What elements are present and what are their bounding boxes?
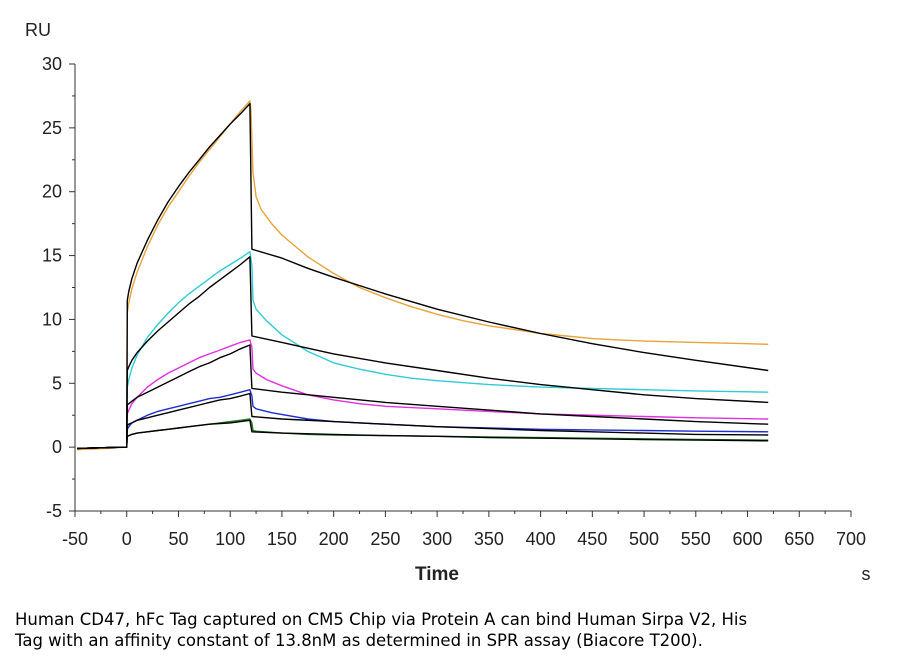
measured-curve-2	[77, 251, 769, 450]
fit-curve-10	[77, 419, 769, 450]
x-axis-unit-label: s	[862, 564, 871, 584]
x-tick-label: 550	[681, 529, 711, 549]
series-layer	[77, 100, 769, 451]
x-tick-label: 400	[526, 529, 556, 549]
fit-curve-8	[77, 344, 769, 450]
x-tick-label: 100	[215, 529, 245, 549]
x-tick-label: 50	[168, 529, 188, 549]
y-tick-label: 15	[42, 246, 62, 266]
x-tick-label: 450	[577, 529, 607, 549]
measured-curve-3	[77, 339, 769, 450]
y-axis: -5 0 5 10 15 20 25 30	[42, 54, 76, 521]
x-tick-label: 0	[122, 529, 132, 549]
x-tick-label: 600	[733, 529, 763, 549]
y-axis-unit-label: RU	[25, 20, 51, 40]
fit-curve-6	[77, 102, 769, 450]
x-tick-label: 250	[370, 529, 400, 549]
x-tick-label: 700	[836, 529, 866, 549]
x-axis: -50 0 50 100 150 200 250 300 350 400 450 500 550 600 6…	[62, 510, 866, 549]
figure-caption: Human CD47, hFc Tag captured on CM5 Chip…	[15, 609, 885, 651]
y-tick-label: -5	[46, 501, 62, 521]
y-tick-label: 30	[42, 54, 62, 74]
measured-curve-1	[77, 100, 769, 451]
y-tick-label: 0	[52, 437, 62, 457]
x-tick-label: 500	[629, 529, 659, 549]
y-tick-label: 25	[42, 118, 62, 138]
x-tick-label: 300	[422, 529, 452, 549]
x-tick-label: 650	[784, 529, 814, 549]
y-tick-label: 20	[42, 182, 62, 202]
x-tick-label: 150	[267, 529, 297, 549]
x-tick-label: 200	[319, 529, 349, 549]
fit-curve-9	[77, 392, 769, 450]
x-tick-label: 350	[474, 529, 504, 549]
x-tick-label: -50	[62, 529, 88, 549]
caption-line-1: Human CD47, hFc Tag captured on CM5 Chip…	[15, 610, 748, 629]
x-axis-title: Time	[415, 564, 459, 585]
y-tick-label: 10	[42, 309, 62, 329]
fit-curve-7	[77, 256, 769, 450]
caption-line-2: Tag with an affinity constant of 13.8nM …	[15, 631, 703, 650]
y-tick-label: 5	[52, 373, 62, 393]
